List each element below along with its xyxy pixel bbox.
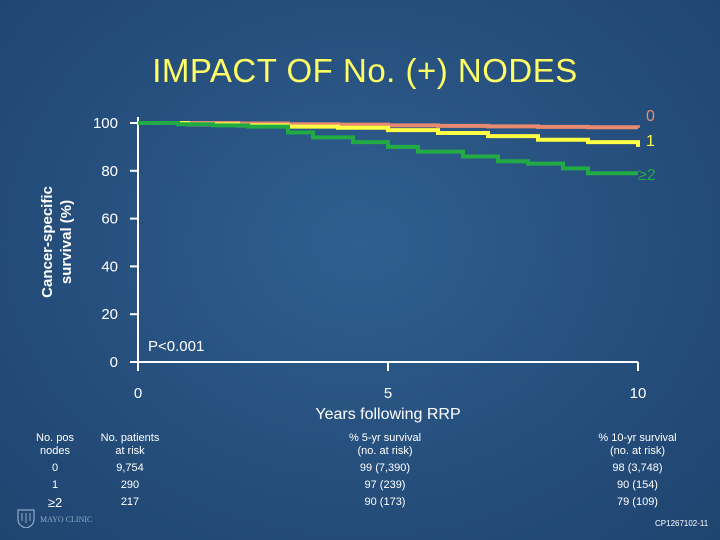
- risk-cell: 1: [51, 479, 59, 491]
- risk-cell: 79 (109): [617, 496, 658, 508]
- series-end-label: ≥2: [638, 167, 656, 184]
- risk-header-line: No. pos: [36, 432, 74, 444]
- series-end-label: 0: [646, 108, 655, 125]
- risk-cell: 98 (3,748): [612, 462, 663, 474]
- risk-header-col-4: % 10-yr survival (no. at risk): [580, 432, 695, 458]
- risk-cell: ≥2: [47, 495, 63, 510]
- risk-cell: 290: [120, 479, 140, 491]
- risk-cell: 90 (173): [364, 496, 406, 508]
- shield-icon: [17, 509, 35, 528]
- risk-cell: 90 (154): [617, 479, 658, 491]
- risk-cell: 217: [120, 496, 140, 508]
- y-tick-label: 0: [110, 354, 118, 371]
- y-tick-label: 40: [101, 258, 118, 275]
- mayo-clinic-logo: MAYO CLINIC: [17, 509, 92, 528]
- survival-curves: [138, 121, 640, 176]
- risk-header-col-1: No. pos nodes: [20, 432, 90, 458]
- risk-cell: 0: [51, 462, 59, 474]
- risk-col-3: 99 (7,390) 97 (239) 90 (173): [330, 462, 440, 509]
- x-tick-label: 0: [134, 385, 142, 402]
- risk-cell: 9,754: [116, 462, 144, 474]
- shield-stripes-icon: [21, 513, 31, 523]
- logo-lettering: MAYO CLINIC: [40, 515, 92, 524]
- x-tick-label: 5: [384, 385, 392, 402]
- x-tick-label: 10: [630, 385, 647, 402]
- risk-header-line: (no. at risk): [609, 445, 665, 457]
- risk-header-line: at risk: [115, 445, 145, 457]
- survival-curve-2: [138, 121, 638, 176]
- risk-cell: 97 (239): [364, 479, 406, 491]
- y-tick-label: 80: [101, 163, 118, 180]
- risk-cell: 99 (7,390): [359, 462, 411, 474]
- y-tick-label: 100: [93, 115, 118, 132]
- risk-header-line: nodes: [40, 445, 70, 457]
- y-tick-label: 20: [101, 306, 118, 323]
- slide-title: IMPACT OF No. (+) NODES: [152, 52, 578, 89]
- risk-header-line: % 5-yr survival: [348, 432, 422, 444]
- footer-code: CP1267102-11: [655, 519, 709, 528]
- axes: 0 20 40 60 80 100 0 5 10: [93, 115, 646, 402]
- x-axis-label: Years following RRP: [315, 406, 460, 423]
- risk-col-4: 98 (3,748) 90 (154) 79 (109): [580, 462, 695, 509]
- y-axis-label: Cancer-specific survival (%): [39, 186, 75, 298]
- y-tick-label: 60: [101, 211, 118, 228]
- chart-labels: Years following RRP Cancer-specific surviv…: [39, 108, 656, 423]
- risk-col-2: 9,754 290 217: [90, 462, 170, 509]
- p-value-annotation: P<0.001: [148, 338, 204, 355]
- risk-header-col-3: % 5-yr survival (no. at risk): [330, 432, 440, 458]
- risk-header-line: No. patients: [100, 432, 160, 444]
- y-axis-label-line: survival (%): [58, 200, 75, 284]
- risk-header-line: % 10-yr survival: [598, 432, 677, 444]
- risk-header-line: (no. at risk): [357, 445, 413, 457]
- risk-col-1: 0 1 ≥2: [20, 462, 90, 509]
- risk-header-col-2: No. patients at risk: [90, 432, 170, 458]
- y-axis-label-line: Cancer-specific: [39, 186, 56, 298]
- series-end-label: 1: [646, 133, 655, 150]
